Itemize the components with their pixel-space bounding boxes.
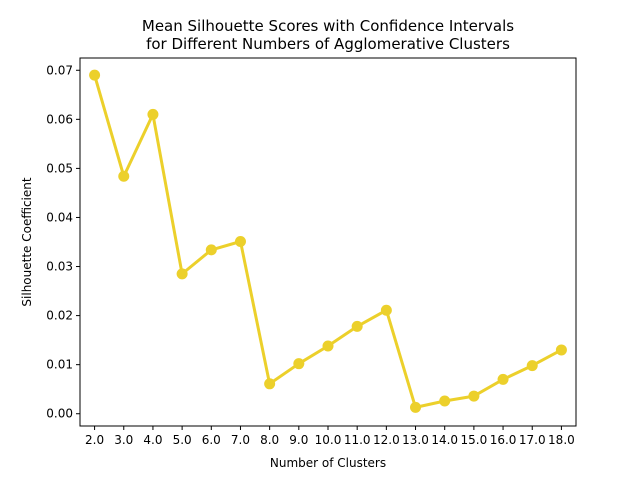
y-tick-label: 0.05 (46, 161, 73, 175)
y-axis-ticks: 0.00 0.01 0.02 0.03 0.04 0.05 0.06 0.07 (46, 63, 80, 421)
x-tick-label: 6.0 (202, 433, 221, 447)
data-point-10.0 (322, 340, 334, 352)
y-tick-label: 0.02 (46, 309, 73, 323)
x-tick-label: 14.0 (431, 433, 458, 447)
data-point-18.0 (555, 344, 567, 356)
y-tick-label: 0.06 (46, 112, 73, 126)
plot-area (89, 69, 567, 413)
data-point-9.0 (293, 358, 305, 370)
y-tick-label: 0.00 (46, 407, 73, 421)
data-point-12.0 (380, 304, 392, 316)
data-point-7.0 (234, 236, 246, 248)
data-point-5.0 (176, 268, 188, 280)
x-tick-label: 16.0 (490, 433, 517, 447)
data-point-2.0 (89, 69, 101, 81)
x-tick-label: 11.0 (344, 433, 371, 447)
x-tick-label: 15.0 (461, 433, 488, 447)
x-axis-label: Number of Clusters (270, 456, 386, 470)
x-tick-label: 7.0 (231, 433, 250, 447)
y-tick-label: 0.07 (46, 63, 73, 77)
chart-title-line2: for Different Numbers of Agglomerative C… (146, 35, 510, 53)
chart-title-line1: Mean Silhouette Scores with Confidence I… (142, 17, 514, 35)
x-axis-ticks: 2.0 3.0 4.0 5.0 6.0 7.0 8.0 9.0 10.0 11.0 12.0 13.0… (85, 426, 575, 447)
x-tick-label: 13.0 (402, 433, 429, 447)
series-line (93, 73, 563, 409)
data-point-4.0 (147, 108, 159, 120)
data-point-16.0 (497, 373, 509, 385)
y-axis-label: Silhouette Coefficient (20, 177, 34, 306)
x-tick-label: 4.0 (143, 433, 162, 447)
y-tick-label: 0.04 (46, 210, 73, 224)
data-point-17.0 (526, 360, 538, 372)
x-tick-label: 8.0 (260, 433, 279, 447)
data-point-11.0 (351, 320, 363, 332)
x-tick-label: 17.0 (519, 433, 546, 447)
data-point-15.0 (468, 390, 480, 402)
x-tick-label: 5.0 (173, 433, 192, 447)
data-point-3.0 (118, 170, 130, 182)
y-tick-label: 0.01 (46, 358, 73, 372)
x-tick-label: 10.0 (315, 433, 342, 447)
data-point-14.0 (439, 395, 451, 407)
x-tick-label: 3.0 (114, 433, 133, 447)
y-tick-label: 0.03 (46, 260, 73, 274)
data-point-6.0 (205, 244, 217, 256)
x-tick-label: 2.0 (85, 433, 104, 447)
x-tick-label: 12.0 (373, 433, 400, 447)
data-point-8.0 (264, 378, 276, 390)
x-tick-label: 18.0 (548, 433, 575, 447)
data-point-13.0 (410, 401, 422, 413)
x-tick-label: 9.0 (289, 433, 308, 447)
